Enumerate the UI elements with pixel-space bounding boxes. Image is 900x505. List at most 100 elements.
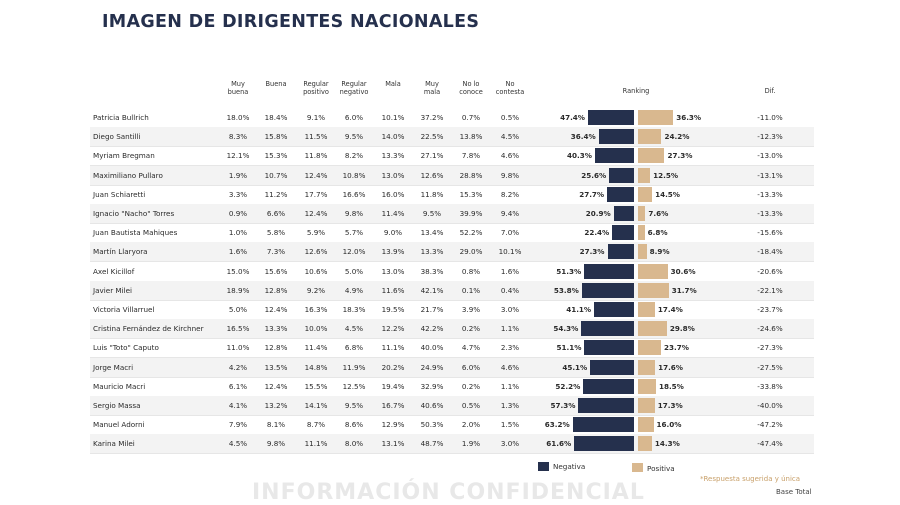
table-cell: 11.9% [342,362,366,372]
table-row: Martín Llaryora 1.6% 7.3% 12.6% 12.0% 13.9% 13… [90,242,814,263]
table-cell: 40.6% [420,401,444,410]
table-cell: 12.6% [304,247,328,257]
table-cell: 4.1% [228,401,248,410]
leader-name: Manuel Adorni [93,420,145,430]
table-cell: 28.8% [459,170,483,180]
label-negative: 25.6% [581,170,607,180]
table-row: Manuel Adorni 7.9% 8.1% 8.7% 8.6% 12.9% 50.3% 2… [90,415,814,436]
label-positive: 18.5% [658,381,684,391]
table-cell: 11.1% [304,439,328,449]
table-row: Mauricio Macri 6.1% 12.4% 15.5% 12.5% 19.4% 32… [90,377,814,397]
table-cell: 18.0% [226,113,250,122]
table-cell: 4.5% [500,132,520,142]
table-cell: 12.9% [381,420,405,430]
label-positive: 14.3% [654,439,680,449]
table-row: Diego Santilli 8.3% 15.8% 11.5% 9.5% 14.0% 22.… [90,127,814,148]
footnote-base: Base Total [776,488,812,496]
dif-value: -13.1% [757,170,783,180]
table-cell: 12.2% [381,324,405,334]
label-negative: 36.4% [570,132,596,142]
column-header-7: No contesta [495,80,525,97]
table-cell: 1.5% [500,420,520,430]
table-cell: 16.0% [381,189,405,199]
table-cell: 11.8% [304,151,328,161]
dif-header: Dif. [764,87,776,95]
table-cell: 13.0% [381,170,405,180]
dif-value: -33.8% [757,381,783,391]
table-row: Sergio Massa 4.1% 13.2% 14.1% 9.5% 16.7% 40.6%… [90,396,814,416]
label-positive: 27.3% [667,151,693,161]
table-cell: 0.9% [228,209,248,218]
table-cell: 42.1% [420,285,444,295]
table-cell: 2.3% [500,343,520,353]
bar-negative [584,263,634,279]
table-cell: 21.7% [420,305,444,314]
column-header-4: Mala [385,80,401,88]
table-cell: 5.9% [306,228,326,238]
table-cell: 1.9% [461,439,481,449]
bar-positive [638,129,662,145]
table-cell: 9.0% [383,228,403,238]
page-title: IMAGEN DE DIRIGENTES NACIONALES [102,12,480,32]
bar-positive [638,167,651,183]
table-cell: 5.8% [266,228,286,238]
label-positive: 6.8% [647,228,668,238]
table-cell: 15.5% [304,381,328,391]
table-cell: 48.7% [420,439,444,449]
table-cell: 1.6% [228,247,248,257]
table-cell: 19.5% [381,305,405,314]
table-row: Juan Bautista Mahiques 1.0% 5.8% 5.9% 5.7% 9.… [90,223,814,244]
leader-name: Javier Milei [93,285,133,295]
label-negative: 57.3% [550,401,576,410]
table-row: Ignacio "Nacho" Torres 0.9% 6.6% 12.4% 9.8% 1… [90,204,814,224]
label-negative: 27.3% [579,247,605,257]
bar-negative [607,186,634,202]
table-cell: 15.3% [459,189,483,199]
table-cell: 10.6% [304,266,328,276]
leader-name: Maximiliano Pullaro [93,170,163,180]
table-row: Jorge Macri 4.2% 13.5% 14.8% 11.9% 20.2% 24.9%… [90,357,814,378]
label-negative: 27.7% [579,189,605,199]
leader-name: Karina Milei [93,439,135,449]
footnote-note: *Respuesta sugerida y única [700,475,801,483]
bar-positive [638,378,656,394]
table-cell: 15.3% [264,151,288,161]
label-negative: 20.9% [585,209,611,218]
legend-swatch-negative [538,462,549,471]
table-cell: 37.2% [420,113,444,122]
table-cell: 9.5% [344,132,364,142]
table-cell: 13.5% [264,362,288,372]
bar-negative [581,282,634,298]
bar-positive [638,340,661,356]
table-cell: 9.4% [500,209,520,218]
leader-name: Sergio Massa [93,401,141,410]
bar-negative [584,340,634,356]
table-cell: 4.7% [461,343,481,353]
table-cell: 10.7% [264,170,288,180]
table-cell: 11.2% [264,189,288,199]
table-cell: 13.2% [264,401,288,410]
table-cell: 7.3% [266,247,286,257]
table-cell: 0.7% [461,113,481,122]
dif-value: -27.5% [757,362,783,372]
table-cell: 13.1% [381,439,405,449]
table-cell: 12.1% [226,151,250,161]
table-cell: 0.8% [461,266,481,276]
column-header-2: Regular positivo [303,80,329,97]
table-cell: 6.8% [344,343,364,353]
table-cell: 7.8% [461,151,481,161]
table-cell: 10.8% [342,170,366,180]
table-cell: 9.8% [266,439,286,449]
table-cell: 9.8% [500,170,520,180]
label-positive: 17.3% [657,401,683,410]
table-cell: 13.3% [381,151,405,161]
label-positive: 17.4% [657,305,683,314]
table-cell: 5.7% [344,228,364,238]
bar-positive [638,225,645,241]
table-cell: 8.6% [344,420,364,430]
table-row: Myriam Bregman 12.1% 15.3% 11.8% 8.2% 13.3% 27… [90,146,814,167]
label-positive: 17.6% [658,362,683,372]
leader-name: Diego Santilli [93,132,141,142]
table-cell: 7.0% [500,228,520,238]
table-cell: 12.0% [342,247,366,257]
